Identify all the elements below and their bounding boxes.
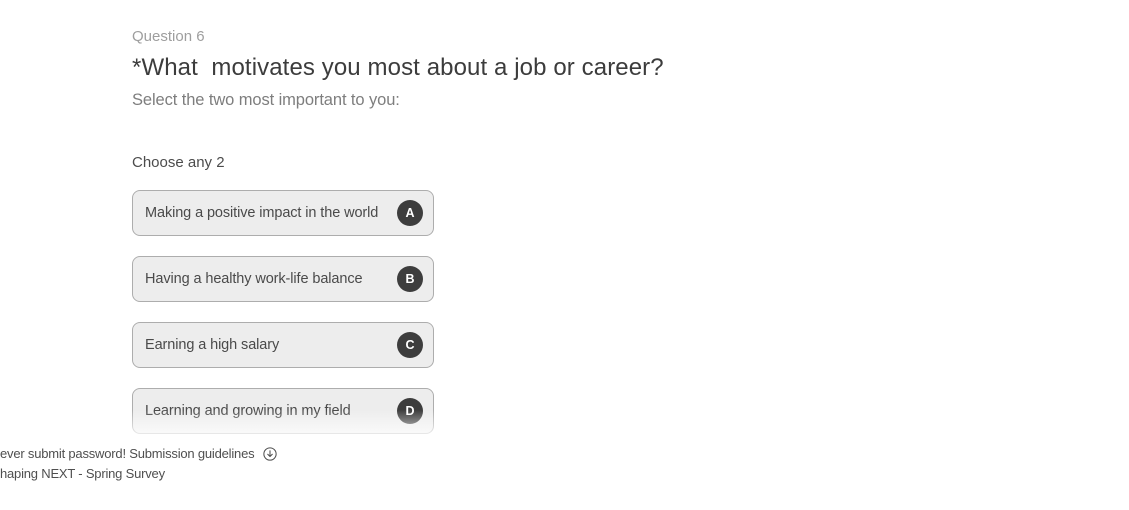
option-label: Earning a high salary — [145, 337, 280, 353]
option-a-button[interactable]: Making a positive impact in the world A — [132, 190, 434, 236]
option-label: Making a positive impact in the world — [145, 205, 379, 221]
option-label: Learning and growing in my field — [145, 403, 351, 419]
options-list: Making a positive impact in the world A … — [132, 190, 434, 434]
option-b-button[interactable]: Having a healthy work-life balance B — [132, 256, 434, 302]
circled-down-arrow-icon[interactable] — [263, 446, 278, 461]
option-key-badge: D — [397, 398, 423, 424]
choose-instruction: Choose any 2 — [132, 154, 225, 171]
option-d-button[interactable]: Learning and growing in my field D — [132, 388, 434, 434]
option-key-badge: B — [397, 266, 423, 292]
password-warning-text: ever submit password! Submission guideli… — [0, 446, 255, 461]
option-key-badge: A — [397, 200, 423, 226]
question-number: Question 6 — [132, 28, 205, 45]
option-label: Having a healthy work-life balance — [145, 271, 363, 287]
option-key-badge: C — [397, 332, 423, 358]
survey-name: haping NEXT - Spring Survey — [0, 466, 165, 481]
question-subtitle: Select the two most important to you: — [132, 91, 400, 109]
footer-warning-row: ever submit password! Submission guideli… — [0, 446, 278, 461]
option-c-button[interactable]: Earning a high salary C — [132, 322, 434, 368]
question-title: *What motivates you most about a job or … — [132, 54, 664, 81]
